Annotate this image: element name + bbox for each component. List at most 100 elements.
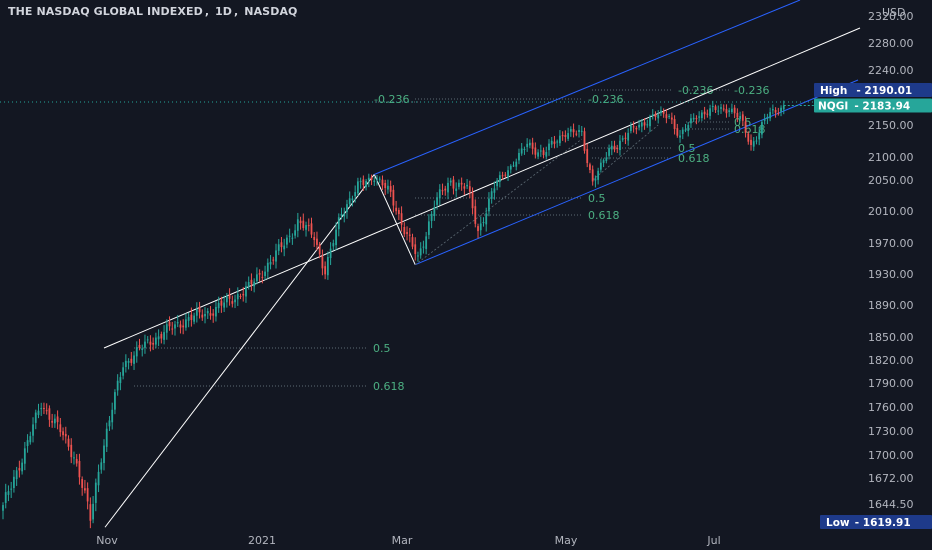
candle-body: [580, 130, 583, 132]
symbol-name[interactable]: THE NASDAQ GLOBAL INDEXED: [8, 5, 203, 18]
candle-body: [520, 148, 523, 154]
candle-body: [32, 424, 34, 436]
candle: [73, 451, 75, 465]
candle: [70, 438, 73, 464]
candle: [75, 454, 78, 467]
candle-body: [679, 135, 681, 138]
candle-body: [357, 181, 359, 194]
candle-body: [392, 189, 395, 206]
candle-body: [291, 237, 294, 239]
candle: [392, 185, 395, 213]
low-tag[interactable]: Low - 1619.91: [820, 515, 932, 529]
candle-body: [471, 192, 474, 209]
candle: [365, 178, 367, 191]
candle: [553, 135, 556, 149]
candle-body: [610, 145, 613, 150]
candle-body: [154, 337, 157, 345]
candle: [266, 258, 269, 279]
candle-body: [258, 273, 261, 275]
candle: [613, 140, 616, 153]
candle-body: [468, 186, 471, 192]
candle-body: [212, 313, 215, 316]
candle-body: [70, 444, 73, 458]
candle-body: [427, 221, 430, 235]
candle: [337, 213, 340, 237]
candle-body: [474, 206, 477, 224]
candle: [165, 319, 168, 340]
candle-body: [206, 311, 209, 314]
candle: [711, 100, 714, 112]
high-tag[interactable]: High - 2190.01: [814, 82, 932, 97]
candle: [695, 115, 698, 125]
candle: [236, 287, 239, 306]
candle: [373, 176, 376, 186]
candle-body: [632, 126, 635, 128]
candle-body: [73, 457, 75, 459]
candle: [51, 413, 54, 428]
candle: [559, 130, 561, 146]
candle: [408, 227, 411, 243]
candle-body: [531, 142, 534, 149]
candle: [387, 179, 389, 194]
x-tick-label: Mar: [392, 534, 413, 547]
candle-body: [378, 178, 381, 180]
candle-body: [198, 307, 201, 313]
candle: [638, 119, 640, 131]
candle-body: [602, 160, 605, 163]
candle: [616, 144, 619, 154]
candle: [430, 211, 433, 229]
candle-body: [201, 314, 204, 318]
candle-body: [430, 213, 433, 221]
candle-body: [599, 162, 602, 170]
y-tick-label: 1890.00: [868, 299, 914, 312]
candle: [133, 351, 135, 370]
candle: [56, 410, 59, 430]
candle: [594, 175, 597, 188]
candle-body: [326, 257, 329, 276]
candle: [542, 147, 545, 159]
candle-body: [321, 256, 324, 269]
candle: [258, 269, 261, 282]
candle-body: [433, 207, 436, 216]
candle: [204, 307, 206, 324]
candle-body: [750, 139, 752, 145]
candle: [722, 104, 725, 112]
candle: [275, 243, 277, 269]
candle-body: [64, 433, 67, 437]
candle: [485, 207, 488, 232]
candle-body: [545, 152, 548, 157]
candle-body: [594, 178, 597, 181]
last-price-tag[interactable]: NQGI - 2183.94: [814, 98, 932, 113]
candle: [763, 113, 766, 125]
candle-body: [343, 213, 346, 217]
candle: [605, 152, 608, 164]
candle-body: [687, 125, 690, 131]
candle-body: [528, 142, 531, 146]
y-tick-label: 2320.00: [868, 10, 914, 23]
candle: [528, 139, 531, 149]
candle: [321, 249, 324, 276]
candle-body: [239, 296, 242, 298]
candle-body: [351, 198, 354, 201]
candle-body: [116, 380, 119, 391]
symbol-interval[interactable]: 1D: [215, 5, 233, 18]
candle: [198, 301, 201, 319]
price-axis[interactable]: 1644.50 1672.00 1700.00 1730.00 1760.00 1790.…: [814, 6, 932, 529]
time-axis[interactable]: Nov 2021 Mar May Jul: [96, 534, 720, 547]
fib-b-0.618-label: 0.618: [588, 209, 620, 222]
candle: [668, 113, 671, 120]
candle: [231, 295, 234, 308]
candle: [670, 112, 673, 125]
candle-body: [438, 189, 441, 199]
candle: [122, 362, 125, 380]
symbol-exchange[interactable]: NASDAQ: [244, 5, 298, 18]
candle: [367, 173, 370, 188]
candle-body: [643, 122, 646, 126]
candle-body: [13, 476, 15, 489]
candle-body: [135, 347, 138, 357]
candle: [92, 496, 94, 524]
candle-body: [185, 319, 187, 328]
candle-body: [441, 190, 444, 192]
candle: [673, 115, 676, 135]
